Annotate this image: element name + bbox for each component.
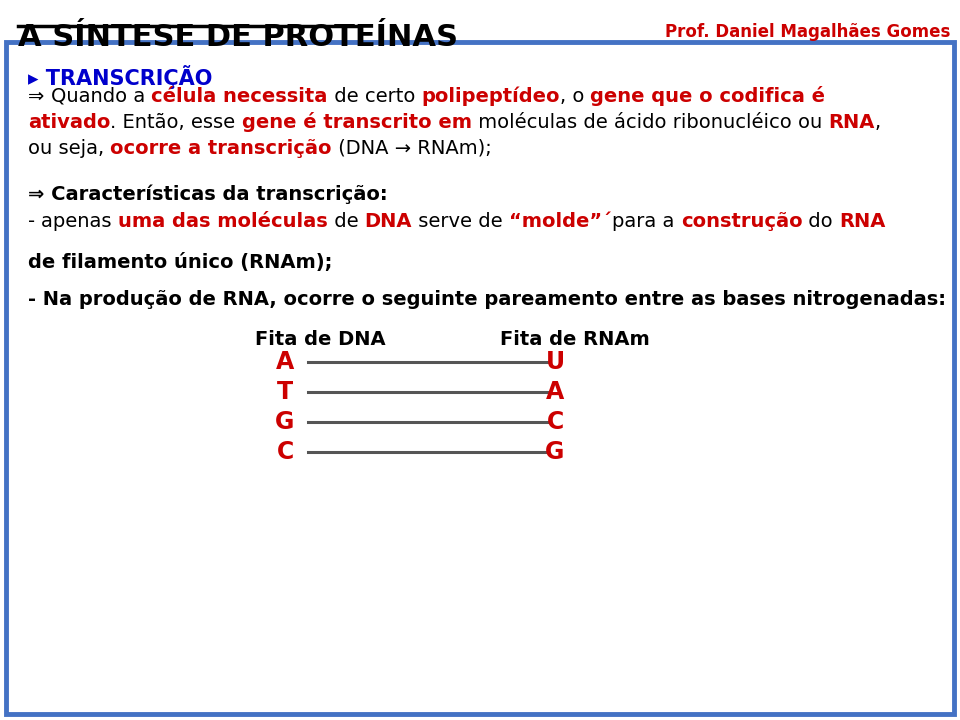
Text: para a: para a xyxy=(612,212,681,231)
Text: de filamento único (RNAm);: de filamento único (RNAm); xyxy=(28,253,332,272)
Text: do: do xyxy=(803,212,839,231)
Text: , o: , o xyxy=(560,87,590,106)
Text: moléculas de ácido ribonucléico ou: moléculas de ácido ribonucléico ou xyxy=(471,113,828,132)
Text: “molde”´: “molde”´ xyxy=(509,212,612,231)
Text: gene que o codifica é: gene que o codifica é xyxy=(590,86,826,106)
Text: DNA: DNA xyxy=(365,212,412,231)
Text: - Na produção de RNA, ocorre o seguinte pareamento entre as bases nitrogenadas:: - Na produção de RNA, ocorre o seguinte … xyxy=(28,290,946,309)
Text: gene é transcrito em: gene é transcrito em xyxy=(242,112,471,132)
Text: (DNA → RNAm);: (DNA → RNAm); xyxy=(332,139,492,158)
FancyBboxPatch shape xyxy=(6,42,954,714)
Text: . Então, esse: . Então, esse xyxy=(110,113,242,132)
Text: ,: , xyxy=(875,113,880,132)
Text: U: U xyxy=(545,350,564,374)
Text: ⇒: ⇒ xyxy=(28,87,51,106)
Text: A SÍNTESE DE PROTEÍNAS: A SÍNTESE DE PROTEÍNAS xyxy=(18,23,458,52)
Text: serve de: serve de xyxy=(412,212,509,231)
Text: T: T xyxy=(276,380,293,404)
Text: Fita de DNA: Fita de DNA xyxy=(255,330,386,349)
Text: célula necessita: célula necessita xyxy=(151,87,327,106)
Text: ativado: ativado xyxy=(28,113,110,132)
Text: ▸ TRANSCRIÇÃO: ▸ TRANSCRIÇÃO xyxy=(28,65,212,89)
Text: -: - xyxy=(28,212,41,231)
Text: A: A xyxy=(276,350,294,374)
Text: G: G xyxy=(276,410,295,434)
Text: Prof. Daniel Magalhães Gomes: Prof. Daniel Magalhães Gomes xyxy=(664,23,950,41)
Text: polipeptídeo: polipeptídeo xyxy=(421,86,560,106)
Text: de: de xyxy=(328,212,365,231)
Text: uma das moléculas: uma das moléculas xyxy=(118,212,328,231)
Text: C: C xyxy=(546,410,564,434)
Text: construção: construção xyxy=(681,212,803,231)
Text: C: C xyxy=(276,440,294,464)
Text: RNA: RNA xyxy=(828,113,875,132)
Text: de certo: de certo xyxy=(327,87,421,106)
Text: G: G xyxy=(545,440,564,464)
Text: ocorre a transcrição: ocorre a transcrição xyxy=(110,139,332,158)
Text: A: A xyxy=(546,380,564,404)
Text: Fita de RNAm: Fita de RNAm xyxy=(500,330,650,349)
Text: RNA: RNA xyxy=(839,212,885,231)
Text: Quando a: Quando a xyxy=(51,87,151,106)
Text: apenas: apenas xyxy=(41,212,118,231)
Text: ou seja,: ou seja, xyxy=(28,139,110,158)
Text: ⇒ Características da transcrição:: ⇒ Características da transcrição: xyxy=(28,185,388,204)
